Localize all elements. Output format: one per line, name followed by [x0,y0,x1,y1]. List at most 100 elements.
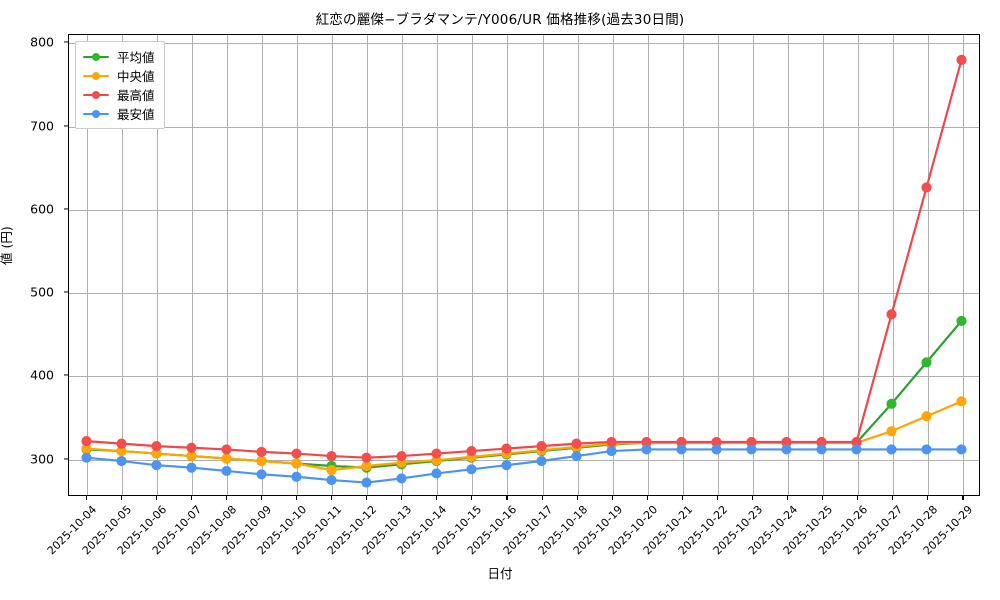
y-tick-mark [64,125,68,127]
legend-label: 平均値 [117,50,155,65]
grid-line-vertical [437,35,439,495]
data-point [606,445,617,457]
legend-label: 中央値 [117,69,155,84]
data-point [256,446,267,457]
grid-line-vertical [191,35,193,495]
x-tick-mark [857,496,859,500]
data-point [676,436,687,448]
grid-line-vertical [682,35,684,495]
x-tick-mark [85,496,87,500]
x-tick-mark [190,496,192,500]
data-point [921,357,932,368]
grid-line-vertical [542,35,544,495]
series-line [85,400,963,472]
data-point [956,54,967,65]
data-point [116,438,127,449]
x-tick-mark [927,496,929,500]
data-point [291,471,302,482]
data-point [606,436,617,448]
y-tick-mark [64,41,68,43]
y-tick-mark [64,291,68,293]
data-point [816,444,827,455]
plot-area [68,34,980,496]
x-tick-mark [366,496,368,500]
data-point [151,441,162,452]
legend: 平均値中央値最高値最安値 [75,41,165,129]
data-point [781,436,792,448]
x-tick-mark [260,496,262,500]
data-point [886,426,897,437]
legend-swatch-icon [83,89,109,101]
data-point [851,436,862,448]
data-point [431,468,442,479]
x-tick-mark [155,496,157,500]
y-tick-mark [64,374,68,376]
legend-label: 最安値 [117,107,155,122]
grid-line-vertical [332,35,334,495]
x-tick-mark [611,496,613,500]
x-tick-mark [752,496,754,500]
grid-line-horizontal [69,293,979,295]
grid-line-vertical [261,35,263,495]
grid-lines [69,35,979,495]
data-point [396,450,407,462]
series-layer [81,54,967,488]
data-point [326,475,337,486]
grid-line-vertical [402,35,404,495]
data-point [641,444,652,455]
y-tick-label: 600 [30,201,54,217]
grid-line-horizontal [69,459,979,461]
x-tick-mark [681,496,683,500]
data-point [466,445,477,457]
y-axis-label: 値 (円) [0,226,14,265]
data-point [886,398,897,409]
x-tick-mark [892,496,894,500]
data-point [186,442,197,453]
legend-item-中央値[interactable]: 中央値 [83,66,155,85]
data-point [431,448,442,459]
x-tick-mark [436,496,438,500]
legend-swatch-icon [83,108,109,120]
data-point [956,315,967,327]
legend-label: 最高値 [117,88,155,103]
data-point [781,444,792,455]
x-tick-mark [471,496,473,500]
data-point [536,455,547,467]
y-tick-label: 500 [30,284,54,300]
x-tick-mark [331,496,333,500]
legend-item-平均値[interactable]: 平均値 [83,47,155,66]
series-line [85,58,963,459]
data-point [501,443,512,454]
x-tick-mark [787,496,789,500]
grid-line-horizontal [69,126,979,128]
y-tick-label: 400 [30,367,54,383]
grid-line-vertical [893,35,895,495]
data-point [81,452,92,463]
data-point [921,444,932,455]
y-axis-tick-labels: 300 400 500 600 700 800 [0,34,68,496]
grid-line-vertical [121,35,123,495]
data-point [361,460,372,472]
data-point [921,182,932,193]
grid-line-vertical [367,35,369,495]
grid-line-horizontal [69,43,979,45]
series-最高値 [81,54,967,463]
x-tick-mark [296,496,298,500]
data-point [221,453,232,464]
data-point [256,455,267,467]
grid-line-vertical [963,35,965,495]
x-tick-mark [506,496,508,500]
data-point [151,448,162,459]
y-tick-label: 700 [30,118,54,134]
data-point [396,473,407,484]
legend-item-最高値[interactable]: 最高値 [83,85,155,104]
data-point [886,444,897,455]
legend-item-最安値[interactable]: 最安値 [83,104,155,123]
data-point [221,465,232,477]
data-point [816,436,827,448]
data-point [81,436,92,447]
data-point [711,444,722,455]
grid-line-vertical [823,35,825,495]
grid-line-vertical [226,35,228,495]
data-point [746,436,757,448]
